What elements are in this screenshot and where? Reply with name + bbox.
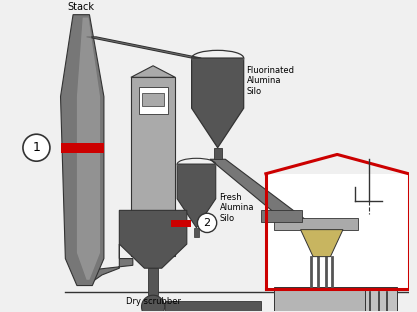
Text: Stack: Stack [67,2,94,12]
Text: 1: 1 [33,141,40,154]
Polygon shape [119,210,187,268]
Bar [131,77,175,256]
Polygon shape [177,164,216,228]
Circle shape [141,295,165,312]
Text: 2: 2 [203,218,211,228]
Bar [138,87,168,114]
Bar [274,287,366,312]
Bar [143,93,164,106]
Polygon shape [87,37,201,58]
Polygon shape [210,159,311,230]
Circle shape [197,213,217,232]
Bar [148,268,158,295]
Polygon shape [261,210,302,222]
Bar [266,174,409,290]
Polygon shape [301,230,343,257]
Polygon shape [60,15,104,285]
Bar [171,220,191,227]
Bar [365,287,397,312]
Bar [193,228,199,237]
Bar [165,301,261,312]
Bar [214,148,221,159]
Polygon shape [90,244,133,282]
Bar [274,218,358,230]
Polygon shape [60,143,104,153]
Text: Dry scrubber: Dry scrubber [126,297,181,306]
Polygon shape [192,58,244,148]
Polygon shape [77,17,100,280]
Polygon shape [131,66,175,77]
Circle shape [23,134,50,161]
Text: Fluorinated
Alumina
Silo: Fluorinated Alumina Silo [246,66,294,95]
Text: Fresh
Alumina
Silo: Fresh Alumina Silo [220,193,254,223]
